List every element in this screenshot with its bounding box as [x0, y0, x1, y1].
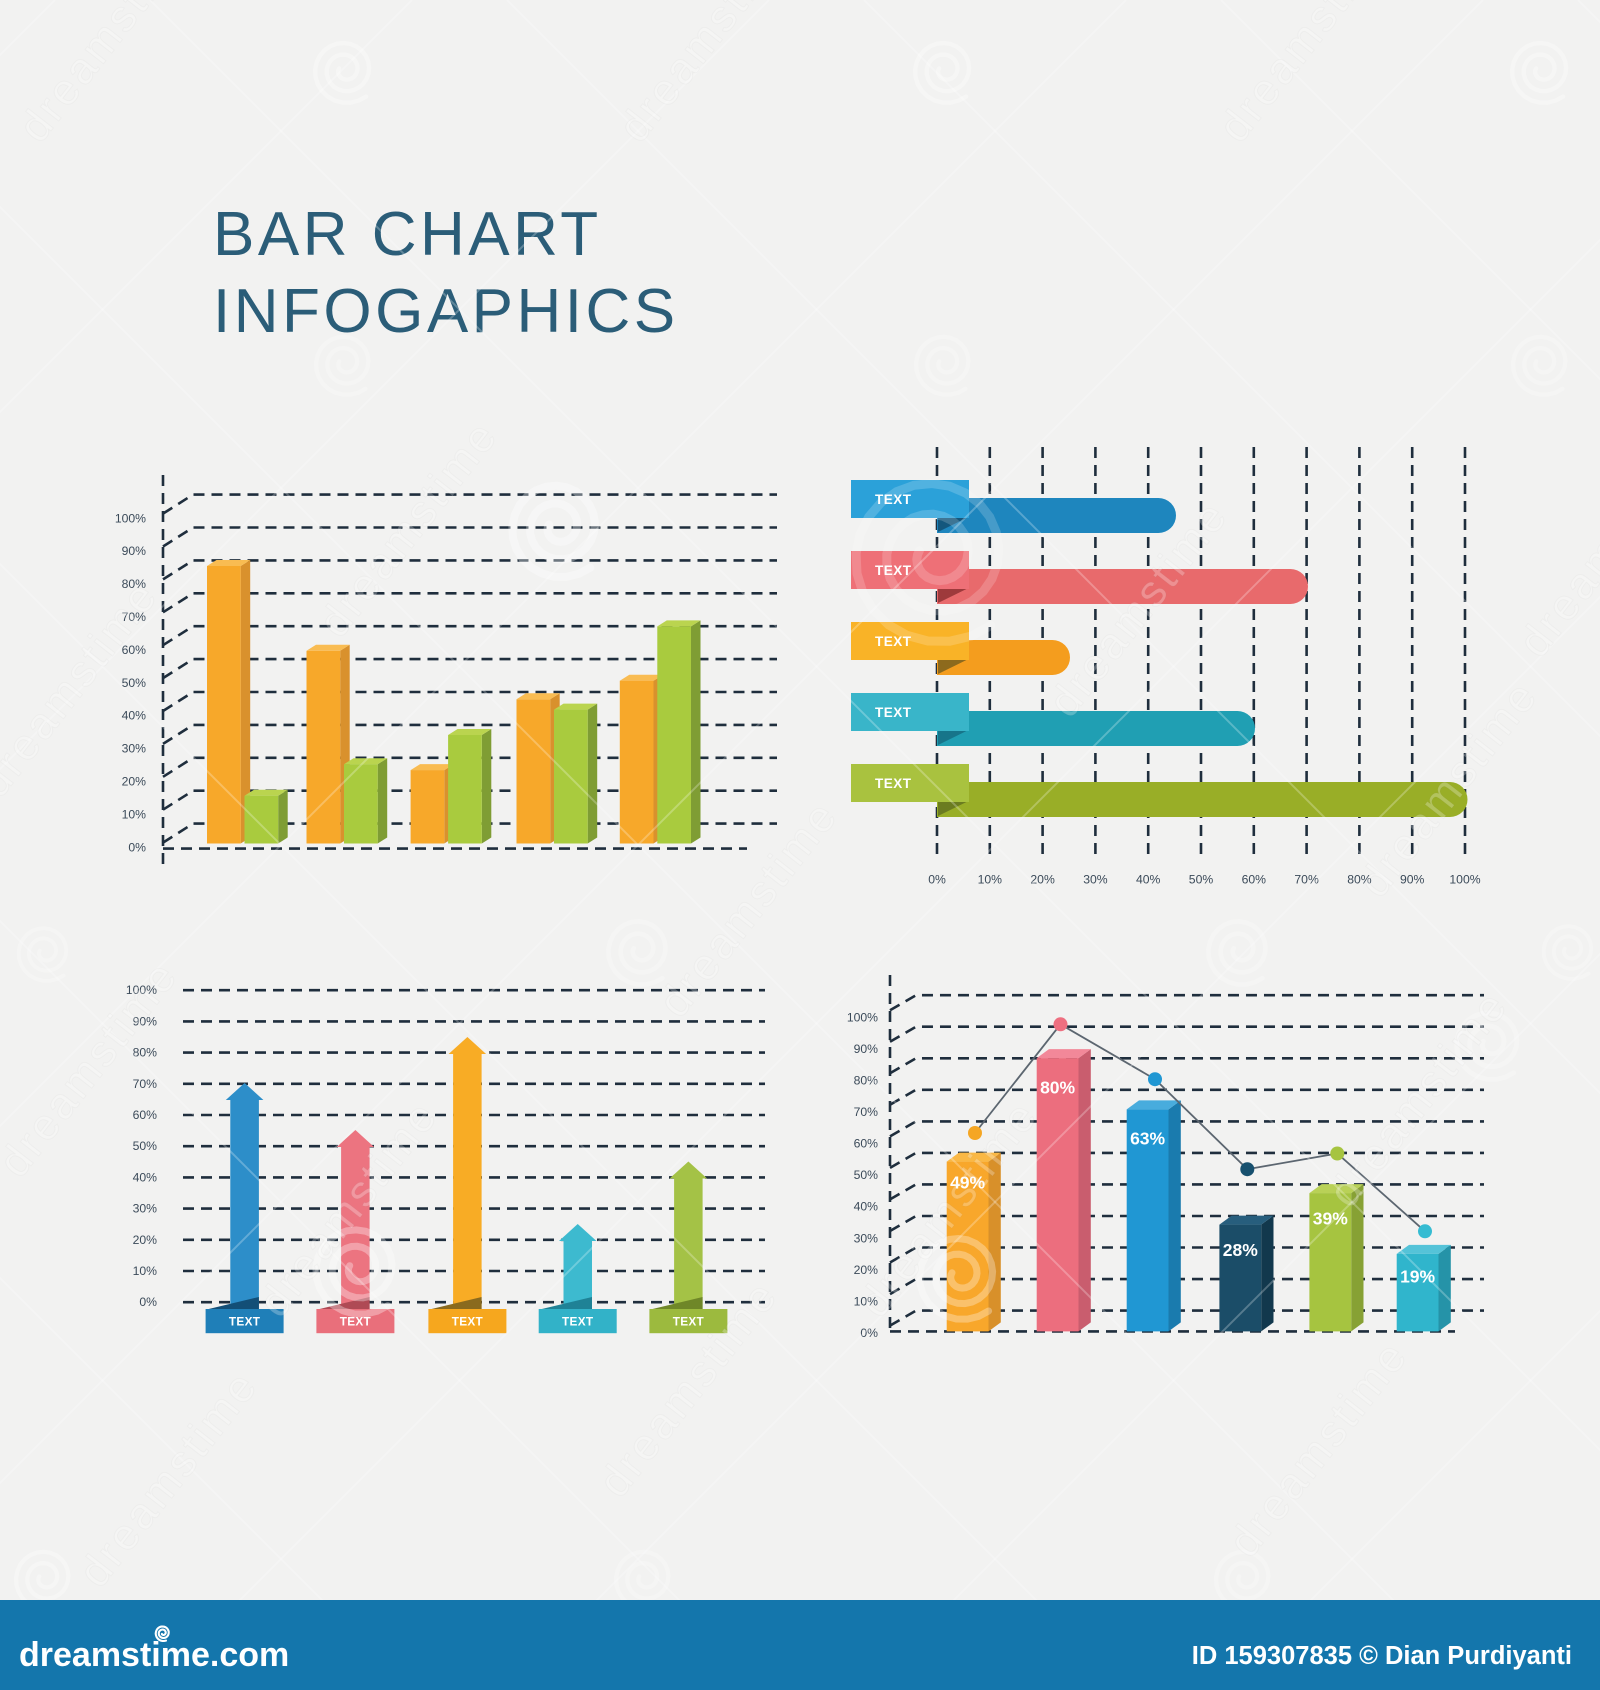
svg-text:70%: 70%	[854, 1105, 879, 1119]
svg-text:28%: 28%	[1223, 1240, 1258, 1260]
svg-text:10%: 10%	[854, 1294, 879, 1308]
svg-text:60%: 60%	[133, 1108, 158, 1122]
svg-text:10%: 10%	[978, 873, 1003, 887]
svg-text:20%: 20%	[122, 775, 147, 789]
svg-text:49%: 49%	[950, 1172, 985, 1192]
svg-text:ID 159307835 © Dian Purdiyanti: ID 159307835 © Dian Purdiyanti	[1192, 1642, 1572, 1670]
svg-text:90%: 90%	[854, 1042, 879, 1056]
svg-text:63%: 63%	[1130, 1129, 1165, 1149]
svg-text:BAR CHART: BAR CHART	[213, 200, 602, 269]
svg-text:40%: 40%	[1136, 873, 1161, 887]
svg-text:dreamstime.com: dreamstime.com	[19, 1636, 289, 1674]
svg-text:TEXT: TEXT	[875, 776, 912, 791]
svg-text:TEXT: TEXT	[340, 1315, 372, 1329]
svg-text:100%: 100%	[847, 1011, 878, 1025]
svg-text:60%: 60%	[854, 1137, 879, 1151]
svg-text:90%: 90%	[122, 544, 147, 558]
svg-text:70%: 70%	[122, 610, 147, 624]
svg-text:90%: 90%	[1400, 873, 1425, 887]
svg-text:100%: 100%	[126, 983, 157, 997]
svg-text:19%: 19%	[1400, 1267, 1435, 1287]
svg-text:80%: 80%	[1040, 1077, 1075, 1097]
svg-text:TEXT: TEXT	[875, 634, 912, 649]
svg-text:10%: 10%	[133, 1264, 158, 1278]
svg-text:0%: 0%	[860, 1326, 878, 1340]
svg-text:30%: 30%	[133, 1202, 158, 1216]
svg-text:90%: 90%	[133, 1014, 158, 1028]
svg-text:0%: 0%	[928, 873, 946, 887]
svg-text:100%: 100%	[115, 511, 146, 525]
svg-text:50%: 50%	[122, 676, 147, 690]
svg-text:60%: 60%	[122, 643, 147, 657]
svg-text:30%: 30%	[122, 742, 147, 756]
svg-text:0%: 0%	[139, 1295, 157, 1309]
svg-text:TEXT: TEXT	[229, 1315, 261, 1329]
svg-text:70%: 70%	[1294, 873, 1319, 887]
svg-text:80%: 80%	[1347, 873, 1372, 887]
svg-text:20%: 20%	[1030, 873, 1055, 887]
svg-text:30%: 30%	[854, 1231, 879, 1245]
svg-text:80%: 80%	[854, 1074, 879, 1088]
svg-text:0%: 0%	[128, 840, 146, 854]
svg-text:50%: 50%	[1189, 873, 1214, 887]
svg-text:60%: 60%	[1242, 873, 1267, 887]
svg-text:TEXT: TEXT	[875, 563, 912, 578]
svg-text:20%: 20%	[133, 1233, 158, 1247]
svg-text:TEXT: TEXT	[875, 705, 912, 720]
svg-text:INFOGAPHICS: INFOGAPHICS	[213, 277, 679, 346]
svg-text:40%: 40%	[133, 1170, 158, 1184]
svg-text:50%: 50%	[854, 1168, 879, 1182]
svg-text:TEXT: TEXT	[452, 1315, 484, 1329]
svg-text:TEXT: TEXT	[562, 1315, 594, 1329]
svg-text:10%: 10%	[122, 807, 147, 821]
svg-text:70%: 70%	[133, 1077, 158, 1091]
svg-text:100%: 100%	[1449, 873, 1480, 887]
svg-text:40%: 40%	[122, 709, 147, 723]
svg-text:50%: 50%	[133, 1139, 158, 1153]
svg-text:39%: 39%	[1313, 1208, 1348, 1228]
svg-text:30%: 30%	[1083, 873, 1108, 887]
svg-text:TEXT: TEXT	[673, 1315, 705, 1329]
svg-text:80%: 80%	[133, 1046, 158, 1060]
svg-text:80%: 80%	[122, 577, 147, 591]
svg-text:40%: 40%	[854, 1200, 879, 1214]
svg-text:TEXT: TEXT	[875, 492, 912, 507]
svg-text:20%: 20%	[854, 1263, 879, 1277]
